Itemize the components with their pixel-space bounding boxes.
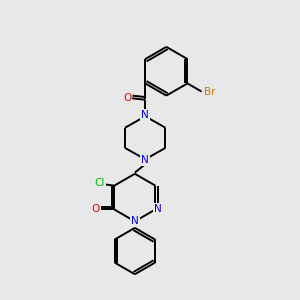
- Text: N: N: [131, 216, 139, 226]
- Text: N: N: [141, 110, 149, 120]
- Text: Cl: Cl: [94, 178, 105, 188]
- Text: O: O: [123, 93, 131, 103]
- Text: O: O: [92, 204, 100, 214]
- Text: N: N: [141, 155, 149, 165]
- Text: N: N: [154, 204, 162, 214]
- Text: Br: Br: [204, 87, 216, 97]
